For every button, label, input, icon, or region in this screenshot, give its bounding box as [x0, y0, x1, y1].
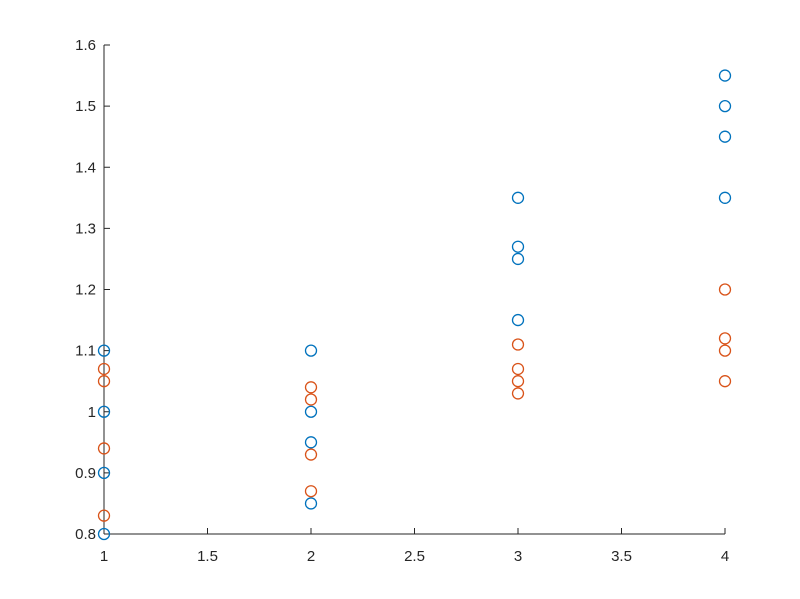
data-point-series-1 [511, 240, 525, 253]
y-tick-label: 1.3 [75, 220, 96, 237]
x-tick-label: 1 [100, 548, 108, 565]
y-tick-label: 1.5 [75, 98, 96, 115]
data-point-series-2 [511, 387, 525, 400]
data-point-series-2 [97, 375, 111, 388]
data-point-series-1 [718, 99, 732, 113]
data-point-series-1 [511, 191, 525, 204]
data-point-series-1 [97, 405, 111, 418]
data-point-series-1 [511, 252, 525, 266]
data-point-series-2 [718, 332, 732, 345]
data-point-series-1 [718, 69, 732, 82]
x-tick-label: 1.5 [197, 548, 218, 565]
x-tick-label: 3 [514, 548, 522, 565]
y-tick-label: 1.6 [75, 37, 96, 54]
data-point-series-2 [97, 362, 111, 376]
data-point-series-2 [511, 362, 525, 376]
y-tick-label: 1.1 [75, 343, 96, 360]
data-point-series-2 [718, 344, 732, 357]
axes [103, 45, 725, 535]
data-point-series-2 [97, 442, 111, 455]
data-point-series-1 [718, 191, 732, 204]
y-tick-label: 1 [88, 404, 96, 421]
data-point-series-2 [304, 381, 318, 394]
data-point-series-2 [97, 509, 111, 522]
data-point-series-1 [97, 344, 111, 357]
x-tick-label: 3.5 [611, 548, 632, 565]
data-point-series-1 [304, 405, 318, 418]
data-point-series-1 [718, 130, 732, 143]
data-point-series-2 [718, 375, 732, 388]
data-point-series-1 [304, 436, 318, 449]
data-point-series-2 [304, 485, 318, 498]
y-tick-label: 0.8 [75, 526, 96, 543]
data-point-series-1 [97, 466, 111, 480]
data-point-series-1 [304, 344, 318, 357]
data-point-series-1 [304, 497, 318, 510]
data-point-series-2 [511, 338, 525, 351]
y-tick-label: 1.2 [75, 282, 96, 299]
data-points [97, 69, 732, 541]
data-point-series-2 [511, 375, 525, 388]
x-ticks: 1 1.5 2 2.5 3 3.5 4 [100, 528, 729, 565]
data-point-series-2 [304, 393, 318, 406]
y-tick-label: 0.9 [75, 465, 96, 482]
data-point-series-2 [718, 283, 732, 296]
x-tick-label: 2.5 [404, 548, 425, 565]
data-point-series-1 [511, 313, 525, 327]
data-point-series-2 [304, 448, 318, 461]
data-point-series-1 [97, 527, 111, 541]
x-tick-label: 4 [721, 548, 729, 565]
y-tick-label: 1.4 [75, 159, 96, 176]
x-tick-label: 2 [307, 548, 315, 565]
